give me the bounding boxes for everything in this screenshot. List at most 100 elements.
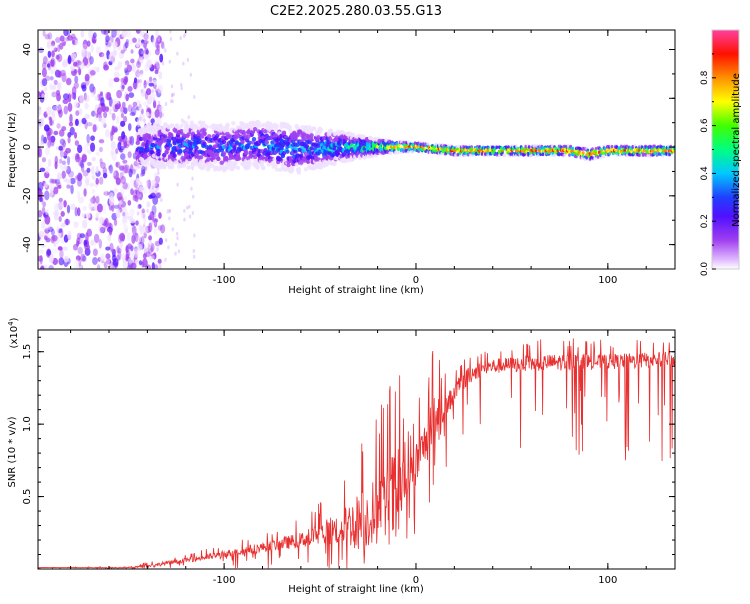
noise-blob bbox=[115, 177, 121, 185]
noise-blob bbox=[66, 184, 71, 189]
noise-blob bbox=[105, 128, 110, 138]
noise-blob bbox=[137, 190, 140, 195]
noise-blob bbox=[113, 71, 120, 79]
noise-blob bbox=[135, 41, 140, 48]
noise-blob bbox=[110, 248, 117, 254]
ridge-cell bbox=[602, 154, 606, 159]
noise-blob bbox=[164, 238, 168, 243]
noise-blob bbox=[142, 214, 146, 219]
noise-blob bbox=[84, 244, 91, 251]
ridge-cell bbox=[466, 152, 470, 157]
ridge-cell bbox=[524, 144, 528, 149]
noise-blob bbox=[148, 82, 154, 87]
noise-blob bbox=[41, 61, 47, 70]
noise-blob bbox=[131, 163, 138, 173]
ridge-cell bbox=[406, 150, 410, 154]
noise-blob bbox=[57, 184, 62, 189]
ridge-cell bbox=[186, 165, 191, 170]
ridge-cell bbox=[224, 165, 229, 170]
snr-multiplier: (x104) bbox=[7, 317, 20, 348]
noise-blob bbox=[38, 249, 44, 254]
noise-blob bbox=[55, 37, 61, 43]
noise-blob bbox=[123, 195, 128, 201]
noise-blob bbox=[140, 89, 143, 94]
ridge-cell bbox=[591, 147, 594, 151]
noise-blob bbox=[129, 208, 135, 217]
ridge-cell bbox=[571, 146, 575, 151]
ridge-cell bbox=[289, 165, 295, 170]
noise-blob bbox=[180, 86, 183, 91]
noise-blob bbox=[127, 151, 132, 159]
noise-blob bbox=[47, 158, 52, 168]
noise-blob bbox=[72, 39, 76, 45]
ridge-cell bbox=[603, 146, 607, 151]
ridge-cell bbox=[596, 155, 600, 159]
noise-blob bbox=[130, 63, 136, 72]
noise-blob bbox=[117, 250, 122, 261]
noise-blob bbox=[145, 88, 152, 96]
snr-frame bbox=[37, 329, 676, 570]
noise-blob bbox=[94, 95, 99, 101]
noise-blob bbox=[171, 227, 175, 232]
noise-blob bbox=[186, 205, 189, 210]
noise-blob bbox=[133, 248, 139, 258]
noise-blob bbox=[62, 160, 66, 166]
ridge-cell bbox=[623, 148, 627, 153]
noise-blob bbox=[146, 201, 151, 208]
noise-blob bbox=[108, 227, 113, 236]
ridge-cell bbox=[346, 158, 351, 163]
noise-blob bbox=[58, 216, 62, 223]
noise-blob bbox=[160, 198, 163, 203]
noise-blob bbox=[73, 132, 78, 139]
noise-blob bbox=[158, 237, 163, 245]
noise-blob bbox=[75, 110, 80, 116]
noise-blob bbox=[105, 35, 110, 43]
ridge-cell bbox=[396, 150, 400, 155]
noise-blob bbox=[58, 197, 63, 203]
noise-blob bbox=[169, 99, 173, 104]
ridge-cell bbox=[668, 152, 672, 157]
ridge-cell bbox=[303, 151, 309, 156]
ridge-cell bbox=[465, 145, 469, 150]
noise-blob bbox=[65, 218, 69, 226]
noise-blob bbox=[152, 98, 156, 103]
noise-blob bbox=[43, 54, 48, 63]
ridge-cell bbox=[166, 139, 172, 144]
noise-blob bbox=[63, 150, 68, 156]
ridge-cell bbox=[164, 150, 169, 155]
ridge-cell bbox=[221, 139, 227, 145]
noise-blob bbox=[127, 200, 132, 206]
ridge-cell bbox=[170, 164, 175, 170]
noise-blob bbox=[192, 194, 195, 199]
noise-blob bbox=[132, 152, 137, 160]
noise-blob bbox=[124, 41, 129, 49]
noise-blob bbox=[99, 256, 105, 263]
ridge-cell bbox=[185, 160, 190, 165]
noise-blob bbox=[157, 225, 163, 231]
noise-blob bbox=[44, 33, 50, 40]
ridge-cell bbox=[610, 144, 614, 149]
noise-blob bbox=[114, 127, 118, 133]
noise-blob bbox=[67, 102, 73, 112]
ridge-cell bbox=[216, 156, 221, 162]
noise-blob bbox=[100, 252, 105, 261]
noise-blob bbox=[82, 219, 88, 229]
noise-blob bbox=[190, 186, 193, 191]
noise-blob bbox=[182, 61, 185, 66]
noise-blob bbox=[152, 100, 157, 109]
ridge-cell bbox=[151, 153, 157, 158]
noise-blob bbox=[59, 249, 64, 259]
colorbar-tick-label: 0.8 bbox=[700, 70, 710, 85]
noise-blob bbox=[166, 209, 169, 214]
noise-blob bbox=[105, 253, 111, 260]
noise-blob bbox=[96, 264, 101, 269]
noise-blob bbox=[157, 64, 160, 69]
noise-blob bbox=[44, 190, 50, 201]
noise-blob bbox=[170, 84, 174, 89]
ridge-cell bbox=[147, 133, 152, 139]
ridge-cell bbox=[204, 124, 210, 130]
noise-blob bbox=[59, 158, 63, 164]
noise-blob bbox=[125, 39, 130, 45]
noise-blob bbox=[158, 262, 162, 267]
noise-blob bbox=[57, 70, 62, 78]
